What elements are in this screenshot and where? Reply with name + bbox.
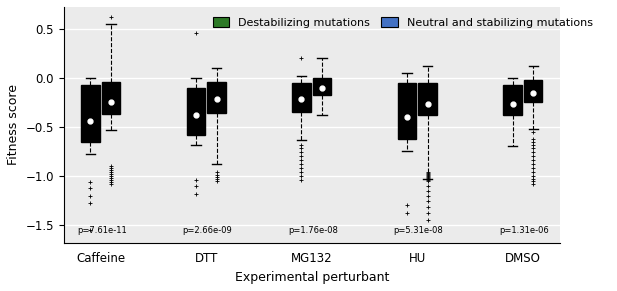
PathPatch shape xyxy=(398,83,416,139)
PathPatch shape xyxy=(292,83,311,112)
Text: p=7.61e-11: p=7.61e-11 xyxy=(77,226,126,235)
PathPatch shape xyxy=(313,78,331,95)
PathPatch shape xyxy=(187,88,205,135)
Text: p=1.31e-06: p=1.31e-06 xyxy=(499,226,549,235)
PathPatch shape xyxy=(524,80,542,102)
Legend: Destabilizing mutations, Neutral and stabilizing mutations: Destabilizing mutations, Neutral and sta… xyxy=(208,13,597,32)
Y-axis label: Fitness score: Fitness score xyxy=(7,84,20,165)
PathPatch shape xyxy=(503,85,522,115)
PathPatch shape xyxy=(418,83,437,115)
PathPatch shape xyxy=(207,81,226,113)
PathPatch shape xyxy=(102,81,120,114)
X-axis label: Experimental perturbant: Experimental perturbant xyxy=(234,271,389,284)
Text: p=1.76e-08: p=1.76e-08 xyxy=(288,226,338,235)
PathPatch shape xyxy=(81,85,99,141)
Text: p=2.66e-09: p=2.66e-09 xyxy=(183,226,232,235)
Text: p=5.31e-08: p=5.31e-08 xyxy=(394,226,443,235)
